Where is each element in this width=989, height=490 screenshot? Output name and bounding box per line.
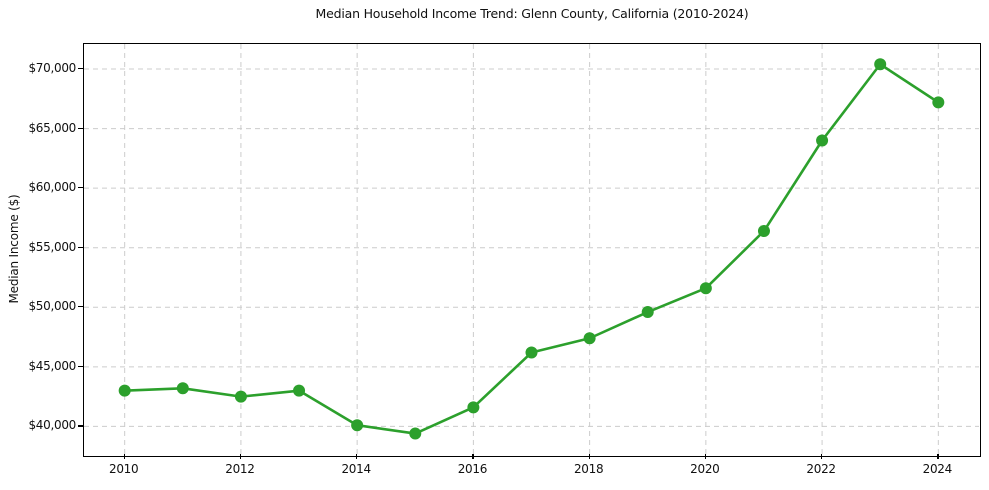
x-tick-mark — [472, 454, 474, 459]
data-point-marker — [699, 282, 712, 295]
data-point-marker — [757, 225, 770, 238]
x-tick-mark — [356, 454, 358, 459]
x-tick-label: 2010 — [109, 462, 139, 476]
y-tick-mark — [78, 127, 83, 129]
x-tick-mark — [588, 454, 590, 459]
x-tick-label: 2022 — [806, 462, 836, 476]
data-point-marker — [234, 390, 247, 403]
y-tick-mark — [78, 246, 83, 248]
chart-title: Median Household Income Trend: Glenn Cou… — [315, 6, 749, 21]
line-chart-canvas — [84, 44, 979, 455]
y-tick-label: $55,000 — [28, 239, 76, 254]
x-tick-label: 2012 — [225, 462, 255, 476]
x-tick-label: 2014 — [341, 462, 371, 476]
data-point-marker — [816, 134, 829, 147]
x-tick-label: 2018 — [573, 462, 604, 476]
x-tick-mark — [821, 454, 823, 459]
data-point-marker — [525, 346, 538, 359]
y-tick-mark — [78, 365, 83, 368]
y-tick-mark — [78, 68, 83, 70]
plot-area — [83, 43, 981, 457]
income-trend-line — [124, 62, 940, 435]
x-tick-label: 2020 — [690, 462, 720, 476]
data-point-marker — [118, 384, 131, 397]
data-point-marker — [932, 96, 945, 109]
data-point-marker — [467, 401, 480, 414]
x-tick-mark — [239, 454, 242, 459]
y-tick-label: $60,000 — [28, 180, 76, 195]
data-point-marker — [583, 332, 596, 345]
x-tick-label: 2024 — [922, 462, 953, 476]
y-tick-label: $40,000 — [28, 418, 76, 433]
x-tick-mark — [704, 454, 707, 459]
data-point-marker — [874, 58, 887, 71]
data-point-marker — [351, 419, 364, 432]
y-tick-mark — [78, 425, 83, 427]
data-point-marker — [176, 382, 189, 395]
y-tick-label: $65,000 — [28, 120, 76, 135]
y-tick-mark — [78, 187, 83, 189]
data-point-marker — [409, 427, 422, 440]
x-tick-mark — [937, 454, 939, 459]
x-tick-mark — [123, 454, 125, 459]
y-tick-mark — [78, 306, 83, 308]
y-tick-label: $70,000 — [28, 61, 76, 76]
data-point-marker — [641, 306, 654, 319]
x-tick-label: 2016 — [457, 462, 488, 476]
y-tick-label: $50,000 — [28, 299, 76, 314]
y-tick-label: $45,000 — [28, 358, 76, 373]
data-point-marker — [293, 384, 306, 397]
